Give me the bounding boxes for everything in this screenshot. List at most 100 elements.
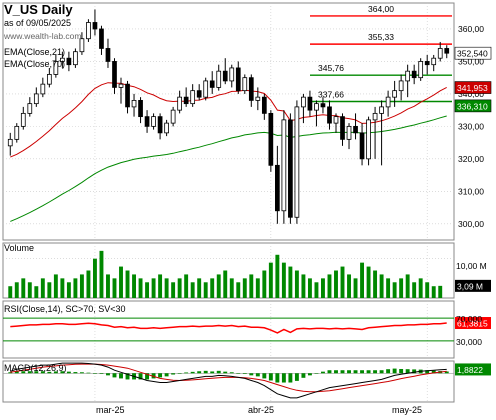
macd-hist-bar xyxy=(60,371,65,374)
candle-body xyxy=(66,57,72,66)
macd-hist-bar xyxy=(34,371,39,374)
macd-hist-bar xyxy=(268,373,273,381)
volume-bar xyxy=(347,274,351,298)
labels: V_US Daily as of 09/05/2025 www.wealth-l… xyxy=(3,2,487,415)
macd-hist-bar xyxy=(360,370,365,374)
x-label-mar: mar-25 xyxy=(96,405,125,415)
volume-bar xyxy=(307,278,312,298)
macd-panel xyxy=(3,362,454,399)
macd-hist-bar xyxy=(425,370,430,374)
rsi-panel xyxy=(3,317,454,342)
volume-bar xyxy=(79,274,84,298)
volume-bar xyxy=(14,282,19,298)
macd-hist-bar xyxy=(47,371,52,374)
macd-hist-bar xyxy=(40,371,45,374)
macd-hist-bar xyxy=(14,371,19,374)
macd-hist-bar xyxy=(53,371,58,374)
candle-body xyxy=(418,61,424,79)
candle-body xyxy=(248,77,254,101)
volume-bar xyxy=(281,262,286,298)
price-tag-label: 352,540 xyxy=(457,49,488,59)
candle-body xyxy=(14,125,20,140)
volume-last-label: 3,09 M xyxy=(457,281,483,291)
volume-bar xyxy=(268,262,273,298)
macd-hist-bar xyxy=(262,373,267,379)
candle-body xyxy=(196,90,202,98)
volume-bar xyxy=(184,274,189,298)
volume-bar xyxy=(366,266,371,298)
volume-bar xyxy=(431,286,436,298)
level-label: 364,00 xyxy=(368,4,394,14)
volume-bar xyxy=(334,270,338,298)
x-label-may: may-25 xyxy=(392,405,422,415)
macd-hist-bar xyxy=(236,373,241,374)
candle-body xyxy=(112,61,117,88)
volume-bar xyxy=(405,274,410,298)
macd-last-box xyxy=(455,363,491,376)
macd-hist-bar xyxy=(444,371,449,374)
candle-body xyxy=(235,67,241,92)
candle-body xyxy=(144,116,150,127)
volume-bar xyxy=(112,278,117,298)
volume-bar xyxy=(210,278,215,298)
candle-body xyxy=(268,112,274,166)
price-tick-label: 310,00 xyxy=(458,186,484,196)
macd-hist-bar xyxy=(405,369,410,374)
macd-hist-bar xyxy=(340,370,345,374)
ema21-line xyxy=(10,82,447,158)
volume-bar xyxy=(86,270,91,298)
volume-bar xyxy=(327,274,332,298)
macd-hist-bar xyxy=(184,372,189,374)
volume-bar xyxy=(158,274,163,298)
candle-body xyxy=(105,48,111,62)
macd-hist-bar xyxy=(255,373,260,377)
candle-body xyxy=(229,67,235,82)
candle-body xyxy=(411,70,417,79)
candle-body xyxy=(275,164,280,212)
candle-body xyxy=(183,96,189,105)
volume-bar xyxy=(340,266,345,298)
candle-body xyxy=(203,80,209,98)
volume-bar xyxy=(92,258,97,298)
candle-body xyxy=(177,96,182,111)
legend-ema21: EMA(Close,21) xyxy=(4,47,65,57)
macd-hist-bar xyxy=(112,373,117,378)
price-tag-label: 336,310 xyxy=(457,101,488,111)
macd-hist-bar xyxy=(294,373,299,381)
macd-hist-bar xyxy=(92,373,97,374)
macd-hist-bar xyxy=(99,373,104,374)
candle-body xyxy=(307,96,313,111)
candle-body xyxy=(40,83,46,95)
macd-line xyxy=(10,362,447,399)
volume-bar xyxy=(132,274,136,298)
volume-bar xyxy=(379,274,384,298)
volume-bar xyxy=(223,270,228,298)
candle-body xyxy=(242,77,248,92)
candle-body xyxy=(320,103,326,108)
macd-hist-bar xyxy=(125,373,130,380)
macd-hist-bar xyxy=(79,372,84,374)
macd-label: MACD(12,26,9) xyxy=(4,363,67,373)
volume-bar xyxy=(418,278,423,298)
candle-body xyxy=(327,106,332,124)
macd-hist-bar xyxy=(158,373,163,378)
price-tag-box xyxy=(454,99,492,113)
candle-body xyxy=(444,48,450,54)
macd-hist-bar xyxy=(73,372,78,374)
macd-hist-bar xyxy=(197,371,202,374)
volume-bar xyxy=(34,286,39,298)
volume-bar xyxy=(438,285,443,298)
macd-hist-bar xyxy=(21,371,26,374)
macd-hist-bar xyxy=(151,373,156,379)
candle-body xyxy=(281,119,287,212)
candle-body xyxy=(366,119,371,160)
volume-bar xyxy=(412,282,417,298)
candle-body xyxy=(314,103,319,111)
ema70-line xyxy=(10,115,447,222)
candle-body xyxy=(255,96,261,101)
price-tag-box xyxy=(454,81,492,94)
macd-hist-bar xyxy=(210,371,215,374)
macd-hist-bar xyxy=(171,373,176,375)
level-lines: 364,00 355,33 345,76 337,66 xyxy=(310,4,452,103)
macd-hist-bar xyxy=(366,370,371,374)
